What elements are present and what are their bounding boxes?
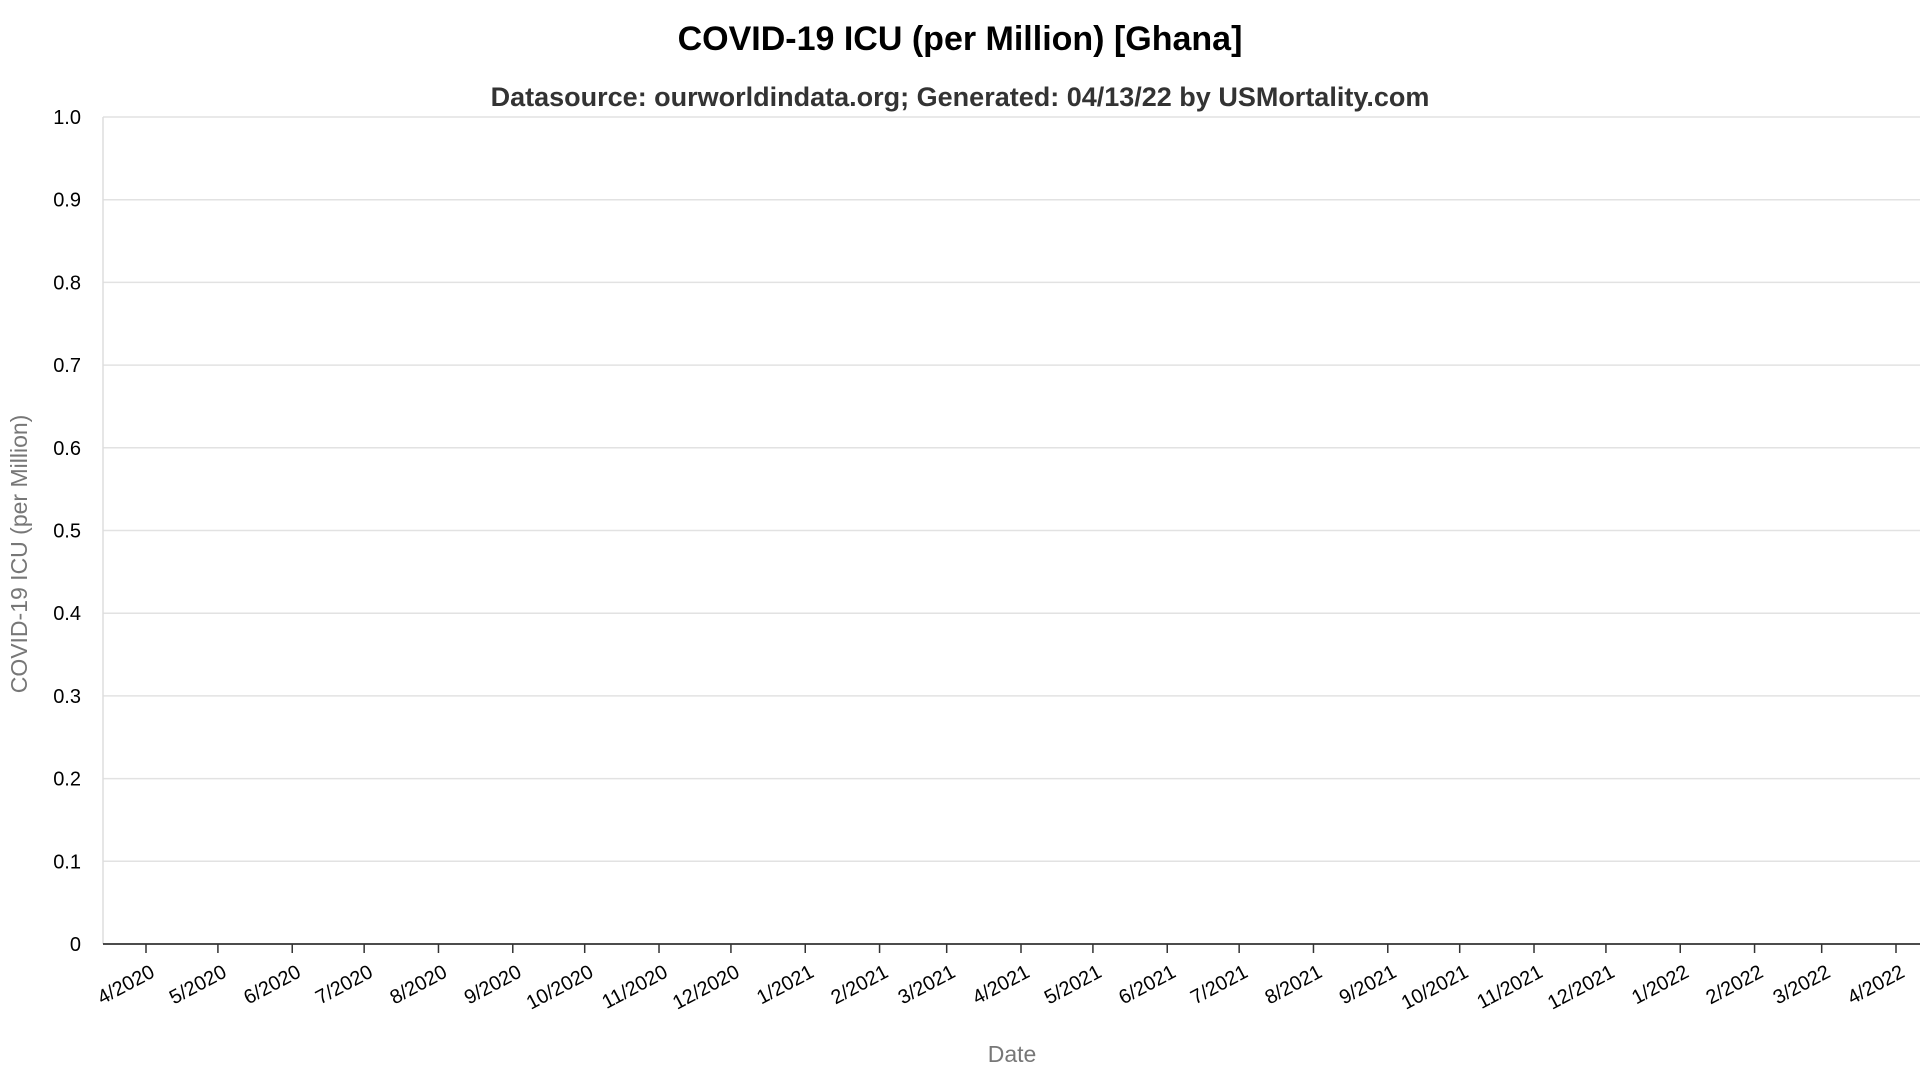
x-tick-label: 5/2020 [166, 961, 230, 1009]
x-tick-label: 1/2021 [753, 961, 817, 1009]
x-tick-label: 6/2021 [1115, 961, 1179, 1009]
x-tick-label: 5/2021 [1041, 961, 1105, 1009]
y-axis-label: COVID-19 ICU (per Million) [6, 415, 32, 694]
x-tick-label: 7/2021 [1187, 961, 1251, 1009]
x-tick-label: 11/2021 [1474, 961, 1547, 1014]
y-axis-ticks: 0 0.1 0.2 0.3 0.4 0.5 0.6 0.7 0.8 0.9 1.0 [53, 107, 81, 956]
y-tick-label: 0 [70, 934, 81, 956]
chart-subtitle: Datasource: ourworldindata.org; Generate… [491, 82, 1430, 112]
x-tick-label: 4/2020 [94, 961, 158, 1009]
x-tick-label: 9/2021 [1336, 961, 1400, 1009]
x-tick-label: 12/2021 [1544, 961, 1618, 1014]
x-axis-label: Date [988, 1041, 1037, 1067]
x-tick-label: 3/2021 [895, 961, 959, 1009]
y-tick-label: 0.7 [53, 355, 81, 377]
y-tick-label: 1.0 [53, 107, 81, 129]
x-tick-label: 8/2021 [1261, 961, 1325, 1009]
chart-title: COVID-19 ICU (per Million) [Ghana] [678, 20, 1243, 58]
x-tick-label: 9/2020 [461, 961, 525, 1009]
x-tick-label: 10/2021 [1398, 961, 1472, 1014]
x-tick-label: 4/2021 [969, 961, 1033, 1009]
y-tick-label: 0.4 [53, 603, 81, 625]
x-tick-label: 6/2020 [240, 961, 304, 1009]
x-axis-ticks: 4/2020 5/2020 6/2020 7/2020 8/2020 9/202010/2… [94, 944, 1908, 1014]
x-tick-label: 7/2020 [312, 961, 376, 1009]
x-tick-label: 1/2022 [1628, 961, 1692, 1009]
x-tick-label: 10/2020 [523, 961, 597, 1014]
x-tick-label: 2/2022 [1703, 961, 1767, 1009]
x-tick-label: 3/2022 [1770, 961, 1834, 1009]
y-tick-label: 0.5 [53, 521, 81, 543]
x-tick-label: 8/2020 [386, 961, 450, 1009]
y-tick-label: 0.2 [53, 769, 81, 791]
y-tick-label: 0.1 [53, 851, 81, 873]
x-tick-label: 12/2020 [669, 961, 743, 1014]
x-tick-label: 11/2020 [599, 961, 672, 1014]
x-tick-label: 4/2022 [1844, 961, 1908, 1009]
y-tick-label: 0.3 [53, 686, 81, 708]
y-tick-label: 0.9 [53, 190, 81, 212]
grid-layer [103, 116, 1920, 863]
y-tick-label: 0.8 [53, 272, 81, 294]
x-tick-label: 2/2021 [828, 961, 892, 1009]
y-tick-label: 0.6 [53, 438, 81, 460]
